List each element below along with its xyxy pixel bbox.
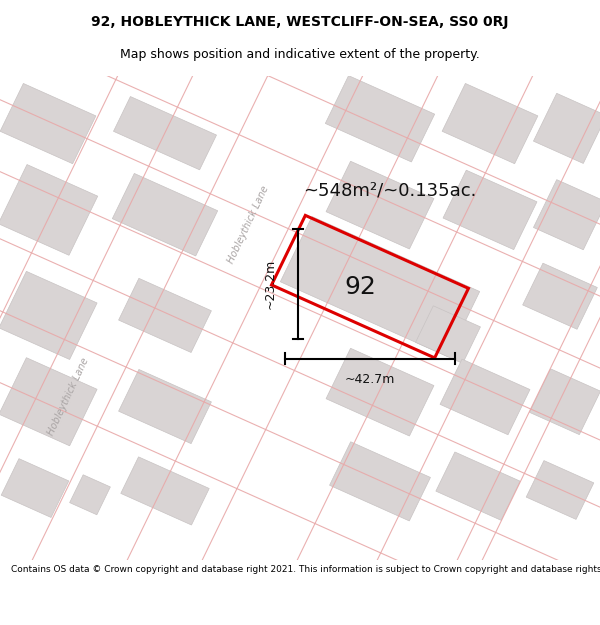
Polygon shape [134, 99, 466, 625]
Polygon shape [134, 0, 466, 575]
Text: 92, HOBLEYTHICK LANE, WESTCLIFF-ON-SEA, SS0 0RJ: 92, HOBLEYTHICK LANE, WESTCLIFF-ON-SEA, … [91, 15, 509, 29]
Polygon shape [326, 348, 434, 436]
Polygon shape [325, 76, 434, 162]
Polygon shape [134, 176, 466, 625]
Polygon shape [119, 369, 211, 444]
Text: 92: 92 [344, 274, 376, 299]
Text: ~548m²/~0.135ac.: ~548m²/~0.135ac. [304, 182, 476, 200]
Polygon shape [112, 174, 218, 256]
Polygon shape [168, 57, 317, 584]
Text: Hobleythick Lane: Hobleythick Lane [46, 356, 91, 437]
Polygon shape [533, 93, 600, 163]
Polygon shape [326, 161, 434, 249]
Polygon shape [134, 0, 466, 417]
Text: Hobleythick Lane: Hobleythick Lane [226, 184, 271, 265]
Text: ~42.7m: ~42.7m [345, 373, 395, 386]
Polygon shape [523, 263, 598, 329]
Polygon shape [70, 475, 110, 515]
Polygon shape [0, 57, 142, 584]
Polygon shape [0, 271, 97, 359]
Polygon shape [0, 164, 98, 255]
Text: Contains OS data © Crown copyright and database right 2021. This information is : Contains OS data © Crown copyright and d… [11, 564, 600, 574]
Polygon shape [121, 457, 209, 525]
Polygon shape [530, 369, 600, 434]
Polygon shape [443, 170, 537, 249]
Polygon shape [280, 216, 479, 357]
Polygon shape [0, 84, 96, 164]
Polygon shape [134, 0, 466, 498]
Polygon shape [526, 461, 594, 519]
Polygon shape [533, 179, 600, 250]
Polygon shape [1, 459, 69, 518]
Text: Map shows position and indicative extent of the property.: Map shows position and indicative extent… [120, 48, 480, 61]
Polygon shape [0, 357, 97, 446]
Polygon shape [113, 96, 217, 170]
Polygon shape [440, 359, 530, 435]
Polygon shape [436, 452, 520, 520]
Polygon shape [416, 306, 481, 363]
Text: ~23.2m: ~23.2m [263, 259, 277, 309]
Polygon shape [329, 442, 430, 521]
Polygon shape [119, 278, 211, 352]
Polygon shape [134, 27, 466, 625]
Polygon shape [442, 84, 538, 164]
